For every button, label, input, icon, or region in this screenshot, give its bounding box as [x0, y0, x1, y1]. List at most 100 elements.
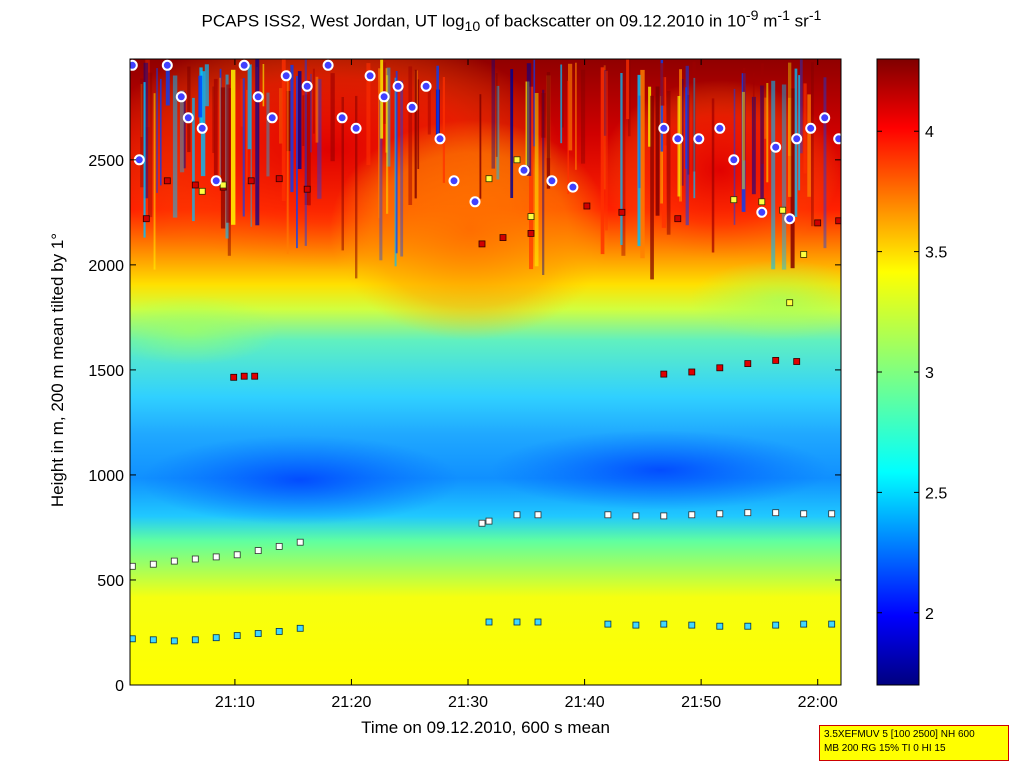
- data-point-red-square: [251, 372, 259, 380]
- data-point-cyan-square: [772, 621, 780, 629]
- noise-streak: [575, 62, 577, 170]
- data-point-cyan-square: [513, 618, 521, 626]
- data-point-white-square: [233, 551, 241, 559]
- x-axis-label: Time on 09.12.2010, 600 s mean: [361, 718, 610, 737]
- data-point-yellow-square: [485, 175, 493, 183]
- data-point-white-square: [513, 511, 521, 519]
- data-point-red-square-upper: [835, 217, 841, 225]
- noise-streak: [212, 86, 215, 153]
- noise-streak: [179, 90, 185, 173]
- noise-streak: [811, 62, 814, 227]
- data-point-blue-white-circle: [238, 59, 250, 71]
- data-point-blue-white-circle: [130, 59, 138, 71]
- data-point-yellow-square: [758, 198, 766, 206]
- green-patch-right: [690, 260, 841, 340]
- noise-streak: [542, 89, 545, 275]
- noise-streak: [638, 95, 641, 189]
- title-superscript-1: -9: [745, 8, 759, 24]
- data-point-cyan-square: [534, 618, 542, 626]
- data-point-blue-white-circle: [182, 112, 194, 124]
- data-point-blue-white-circle: [196, 122, 208, 134]
- noise-streak: [310, 73, 312, 153]
- plot-frame: [129, 58, 842, 686]
- data-point-cyan-square: [191, 636, 199, 644]
- noise-streak: [317, 78, 322, 199]
- noise-streak: [603, 65, 606, 190]
- colorbar-tick-label: 3.5: [925, 245, 947, 262]
- data-point-white-square: [604, 511, 612, 519]
- data-point-blue-white-circle: [672, 133, 684, 145]
- data-point-yellow-square: [786, 299, 794, 307]
- x-axis: 21:10 21:20 21:30 21:40 21:50 22:00: [215, 59, 838, 711]
- data-point-white-square: [170, 557, 178, 565]
- data-point-blue-white-circle: [161, 59, 173, 71]
- data-point-white-square: [254, 547, 262, 554]
- noise-streak: [666, 90, 671, 235]
- noise-streak: [231, 69, 236, 225]
- data-point-blue-white-circle: [280, 70, 292, 82]
- noise-streak: [279, 88, 283, 144]
- data-point-blue-white-circle: [791, 133, 803, 145]
- data-point-white-square: [660, 512, 668, 520]
- data-point-blue-white-circle: [378, 91, 390, 103]
- data-point-white-square: [716, 510, 724, 518]
- data-point-red-square-upper: [478, 240, 486, 248]
- noise-streak: [807, 94, 811, 197]
- data-point-red-square: [744, 360, 752, 368]
- blue-band-patch-right: [490, 430, 830, 510]
- data-point-blue-white-circle: [848, 139, 857, 148]
- noise-streak: [761, 63, 764, 164]
- colorbar-tick-label: 3: [925, 365, 934, 382]
- noise-streak: [823, 77, 827, 249]
- x-tick-label: 21:30: [448, 694, 488, 711]
- title-text-3: m: [758, 11, 778, 31]
- noise-streak: [165, 62, 170, 106]
- noise-streak: [764, 97, 768, 139]
- noise-streak: [355, 95, 358, 279]
- data-point-cyan-square: [233, 632, 241, 639]
- data-point-yellow-square: [219, 181, 227, 189]
- noise-streak: [790, 88, 795, 269]
- data-point-blue-white-circle: [784, 213, 796, 225]
- data-point-cyan-square: [130, 635, 136, 643]
- title-subscript: 10: [464, 19, 481, 36]
- noise-streak: [262, 64, 265, 107]
- noise-streak: [296, 76, 298, 249]
- data-point-red-square-upper: [191, 181, 199, 189]
- noise-streak: [183, 91, 186, 169]
- noise-streak: [204, 64, 209, 107]
- noise-streak: [192, 97, 195, 222]
- noise-streak: [417, 79, 420, 169]
- noise-streak: [307, 79, 311, 206]
- noise-streak: [600, 67, 605, 255]
- info-line-2: MB 200 RG 15% TI 0 HI 15: [824, 743, 946, 754]
- noise-streak: [742, 67, 746, 161]
- data-point-blue-white-circle: [658, 122, 670, 134]
- data-point-blue-white-circle: [420, 80, 432, 92]
- data-point-white-square: [744, 509, 752, 517]
- noise-streak: [226, 84, 231, 223]
- data-point-blue-white-circle: [175, 91, 187, 103]
- noise-streak: [247, 64, 252, 150]
- noise-streak: [266, 92, 270, 177]
- data-point-red-square: [240, 372, 248, 380]
- noise-streak: [529, 86, 534, 270]
- data-point-cyan-square: [688, 621, 696, 629]
- noise-streak: [766, 83, 769, 183]
- data-point-white-square: [130, 562, 136, 570]
- x-tick-label: 22:00: [798, 694, 838, 711]
- noise-streak: [302, 95, 305, 146]
- series-cyan-square: [130, 618, 836, 645]
- noise-streak: [304, 59, 307, 246]
- noise-streak: [156, 68, 158, 193]
- data-point-red-square-upper: [142, 215, 150, 223]
- data-point-white-square: [275, 543, 283, 550]
- y-tick-label: 2500: [88, 153, 124, 170]
- green-patch-left: [130, 295, 280, 365]
- data-point-cyan-square: [660, 620, 668, 628]
- data-point-yellow-square: [779, 206, 787, 214]
- data-point-blue-white-circle: [518, 164, 530, 176]
- data-point-white-square: [296, 538, 304, 546]
- data-point-red-square-upper: [674, 215, 682, 223]
- y-tick-label: 1500: [88, 363, 124, 380]
